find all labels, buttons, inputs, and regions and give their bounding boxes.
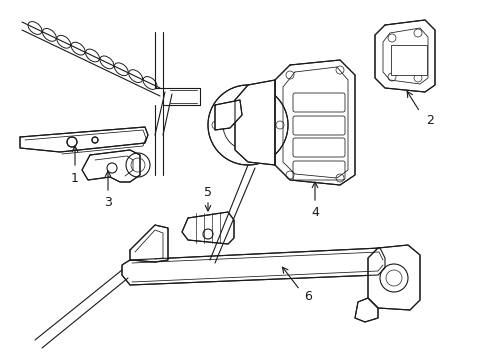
Text: 1: 1 [71,171,79,184]
Polygon shape [122,248,384,285]
Polygon shape [274,60,354,185]
FancyBboxPatch shape [292,138,345,157]
FancyBboxPatch shape [292,116,345,135]
Polygon shape [215,100,242,130]
Circle shape [207,85,287,165]
Polygon shape [235,80,274,165]
FancyBboxPatch shape [292,161,345,180]
Text: 2: 2 [425,113,433,126]
Text: 5: 5 [203,185,212,198]
Polygon shape [374,20,434,92]
Text: 6: 6 [304,291,311,303]
Polygon shape [20,127,148,152]
Polygon shape [354,298,377,322]
Text: 4: 4 [310,207,318,220]
Bar [390,45,426,75]
Polygon shape [367,245,419,310]
Text: 3: 3 [104,197,112,210]
Circle shape [92,137,98,143]
Polygon shape [182,212,234,244]
Polygon shape [130,225,168,262]
Polygon shape [82,150,140,182]
FancyBboxPatch shape [292,93,345,112]
Circle shape [67,137,77,147]
